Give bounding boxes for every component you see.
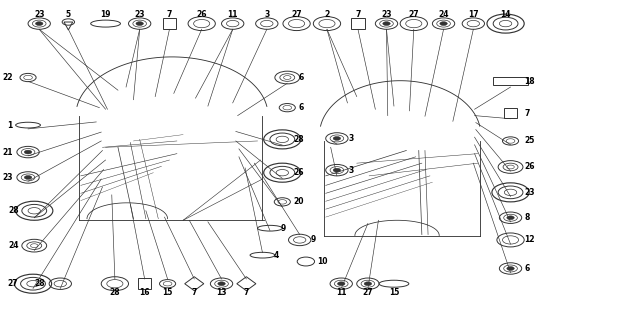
Text: 13: 13	[216, 288, 227, 297]
Text: 2: 2	[324, 10, 329, 19]
Text: 24: 24	[439, 10, 449, 19]
Text: 7: 7	[524, 108, 529, 117]
Text: 17: 17	[468, 10, 479, 19]
Text: 7: 7	[192, 288, 197, 297]
Text: 5: 5	[66, 10, 71, 19]
Text: 26: 26	[524, 163, 534, 172]
Circle shape	[25, 150, 32, 154]
Text: 1: 1	[8, 121, 13, 130]
Text: 15: 15	[162, 288, 173, 297]
Circle shape	[507, 216, 514, 220]
Text: 11: 11	[336, 288, 346, 297]
Text: 26: 26	[196, 10, 207, 19]
Circle shape	[440, 22, 447, 26]
Circle shape	[333, 137, 341, 140]
Text: 10: 10	[317, 257, 327, 266]
Text: 8: 8	[524, 213, 529, 222]
Text: 4: 4	[274, 251, 279, 260]
Text: 18: 18	[524, 77, 535, 86]
Bar	[351, 18, 365, 29]
Circle shape	[136, 22, 143, 26]
Text: 9: 9	[281, 224, 286, 233]
Circle shape	[35, 22, 43, 26]
Circle shape	[383, 22, 390, 26]
Circle shape	[338, 282, 345, 286]
Text: 3: 3	[264, 10, 269, 19]
Text: 6: 6	[524, 264, 529, 273]
Text: 15: 15	[389, 288, 399, 297]
Text: 28: 28	[34, 279, 45, 288]
Text: 27: 27	[363, 288, 373, 297]
Text: 3: 3	[348, 166, 353, 175]
Text: 23: 23	[2, 173, 13, 182]
Text: 27: 27	[292, 10, 302, 19]
Text: 27: 27	[7, 279, 18, 288]
Text: 23: 23	[524, 188, 534, 197]
Text: 23: 23	[34, 10, 44, 19]
Circle shape	[218, 282, 225, 286]
Text: 21: 21	[2, 148, 13, 156]
Text: 7: 7	[167, 10, 172, 19]
Text: 19: 19	[100, 10, 111, 19]
Text: 23: 23	[381, 10, 392, 19]
Text: 16: 16	[139, 288, 150, 297]
Bar	[504, 108, 517, 118]
Text: 24: 24	[8, 241, 19, 250]
Bar	[493, 77, 528, 85]
Circle shape	[507, 267, 514, 270]
Text: 26: 26	[293, 168, 304, 177]
Text: 12: 12	[524, 236, 534, 244]
Text: 28: 28	[293, 135, 304, 144]
Circle shape	[333, 168, 341, 172]
Circle shape	[25, 176, 32, 179]
Text: 14: 14	[500, 10, 511, 19]
Bar	[163, 18, 176, 29]
Text: 27: 27	[408, 10, 419, 19]
Text: 28: 28	[110, 288, 120, 297]
Text: 22: 22	[2, 73, 13, 82]
Text: 25: 25	[524, 136, 534, 146]
Bar	[138, 278, 151, 289]
Text: 23: 23	[134, 10, 145, 19]
Circle shape	[364, 282, 372, 286]
Text: 28: 28	[8, 206, 19, 215]
Text: 6: 6	[298, 103, 304, 112]
Text: 11: 11	[227, 10, 238, 19]
Text: 6: 6	[298, 73, 304, 82]
Text: 7: 7	[355, 10, 361, 19]
Text: 7: 7	[244, 288, 249, 297]
Text: 20: 20	[293, 197, 304, 206]
Text: 3: 3	[348, 134, 353, 143]
Text: 9: 9	[311, 236, 316, 244]
